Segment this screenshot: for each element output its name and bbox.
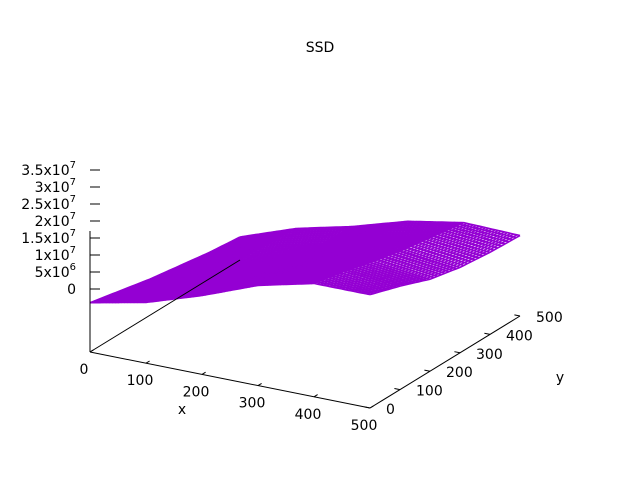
y-tick [514,314,521,317]
y-tick-label: 200 [446,365,473,381]
surface-mesh-line [172,250,453,272]
x-axis-line [89,351,371,409]
surface-mesh-line [236,222,517,240]
y-axis-line [369,315,521,409]
y-tick [424,369,431,372]
z-tick-label: 3.5x107 [21,160,76,179]
surface-mesh-line [176,248,457,270]
surface-mesh-line [97,279,378,301]
y-tick [394,387,401,391]
y-tick-label: 0 [386,402,395,418]
y-tick [484,332,491,335]
z-tick-label: 3x107 [35,177,76,196]
surface-mesh-line [108,275,389,297]
surface-mesh-line [206,237,487,255]
x-axis-label: x [178,402,186,418]
y-axis-label: y [556,370,564,386]
y-tick-label: 300 [476,347,503,363]
x-tick [313,394,318,398]
surface-mesh-line [217,231,498,250]
z-tick-label: 2x107 [35,211,76,230]
z-tick-exponent: 7 [70,228,76,239]
y-tick [454,351,461,354]
surface-mesh-line [90,282,371,304]
surface-mesh-line [198,240,480,259]
z-tick-label: 2.5x107 [21,194,76,213]
surface-mesh-line [228,226,509,244]
chart-title: SSD [306,40,335,56]
z-tick-exponent: 7 [70,160,76,171]
surface-mesh-line [191,242,472,263]
z-tick-label: 5x106 [35,262,76,281]
z-tick-label: 0 [67,282,76,298]
z-tick-mantissa: 5x10 [35,265,70,281]
surface-mesh-line [149,259,431,280]
z-tick-mantissa: 1.5x10 [21,231,69,247]
surface-mesh-line [101,278,382,300]
z-tick-mantissa: 2.5x10 [21,197,69,213]
surface-mesh-line [168,251,450,273]
surface-mesh-line [183,246,465,267]
surface-mesh-line [112,273,393,295]
surface-mesh-line [93,281,374,303]
axes-layer [89,169,521,409]
z-tick-exponent: 7 [70,245,76,256]
surface-mesh-line [194,241,476,261]
surface-mesh-line [209,235,491,254]
surface-mesh-line [187,244,468,265]
surface-mesh-line [239,220,521,238]
x-tick [369,405,374,409]
z-tick-exponent: 7 [70,211,76,222]
x-tick-label: 100 [127,373,154,389]
z-tick-label: 1.5x107 [21,228,76,247]
y-tick-label: 500 [536,310,563,326]
surface-mesh-line [164,253,446,275]
x-tick-label: 500 [351,418,378,434]
surface-mesh-line [202,238,483,257]
surface-mesh-line [213,233,495,251]
z-tick-mantissa: 2x10 [35,214,70,230]
x-tick [201,371,206,375]
z-tick-exponent: 7 [70,194,76,205]
x-tick-label: 200 [183,384,210,400]
z-tick-mantissa: 0 [67,282,76,298]
x-tick-label: 400 [295,407,322,423]
floor-back-edge [89,259,241,353]
z-tick-mantissa: 3x10 [35,180,70,196]
x-tick [257,382,262,387]
z-tick-exponent: 6 [70,262,76,273]
surface-layer [89,220,521,304]
labels-layer: 0100200300400500010020030040050005x1061x… [21,160,562,434]
surface-mesh-line [179,247,461,269]
x-tick-label: 300 [239,396,266,412]
surface-mesh-line [232,224,513,242]
x-tick [145,360,150,364]
y-tick-label: 100 [416,384,443,400]
x-tick-label: 0 [80,362,89,378]
z-tick-label: 1x107 [35,245,76,264]
z-tick-mantissa: 1x10 [35,248,70,264]
z-tick-exponent: 7 [70,177,76,188]
z-tick-mantissa: 3.5x10 [21,163,69,179]
surface-mesh-line [224,228,506,246]
y-tick [364,406,371,409]
y-tick-label: 400 [506,328,533,344]
surface-mesh-line [221,230,502,248]
